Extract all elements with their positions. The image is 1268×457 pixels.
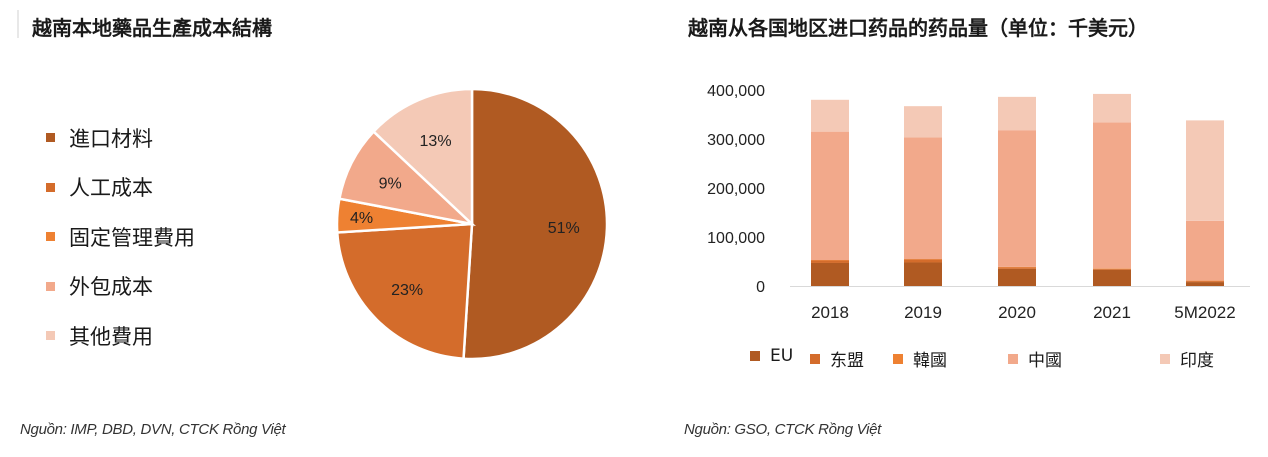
bar-legend-item: 东盟 [810, 346, 864, 371]
bar-legend: EU 东盟 韓國 中國 印度 [640, 346, 1268, 371]
legend-label: 其他費用 [69, 324, 153, 349]
pie-slice-1 [462, 87, 609, 361]
pie-slice-label-5: 13% [420, 133, 452, 150]
x-tick-label: 2018 [811, 303, 849, 322]
legend-swatch [810, 353, 820, 364]
legend-label: 人工成本 [69, 176, 153, 201]
bar-segment-2018-4 [811, 131, 849, 261]
pie-slice-label-2: 23% [391, 282, 423, 299]
bar-legend-item: 韓國 [893, 346, 947, 371]
legend-label: 韓國 [913, 351, 947, 371]
bar-legend-item: 中國 [1008, 346, 1062, 371]
bar-legend-item: EU [750, 346, 793, 366]
legend-label: 东盟 [830, 351, 864, 371]
bar-legend-item: 印度 [1160, 346, 1214, 371]
pie-chart-title: 越南本地藥品生產成本結構 [32, 16, 272, 40]
legend-label: 進口材料 [69, 126, 153, 151]
import-volume-panel: 越南从各国地区进口药品的药品量（单位：千美元） 0 100,000 200,000 3… [640, 0, 1268, 457]
legend-label: 外包成本 [69, 275, 153, 300]
cost-structure-panel: 越南本地藥品生產成本結構 進口材料人工成本固定管理費用 外包成本其他費用 51% 2… [17, 10, 609, 438]
bar-segment-2021-4 [1093, 122, 1131, 269]
pie-legend-item: 外包成本 [46, 262, 195, 312]
pie-slice-5 [371, 87, 474, 227]
bar-segment-2018-1 [811, 262, 849, 286]
legend-label: EU [770, 346, 794, 366]
legend-swatch [46, 331, 55, 341]
legend-label: 中國 [1028, 351, 1062, 371]
bar-segment-2020-5 [998, 96, 1036, 131]
y-tick-label: 200,000 [707, 181, 765, 198]
legend-swatch [1008, 353, 1018, 364]
pie-slice-2 [335, 222, 474, 361]
pie-chart: 51% 23% 4% 9% 13% [335, 87, 609, 361]
bar-segment-2021-1 [1093, 269, 1131, 286]
bar-segment-2021-2 [1093, 268, 1131, 270]
pie-legend-item: 進口材料 [46, 113, 195, 163]
x-tick-label: 2019 [904, 303, 942, 322]
legend-swatch [893, 353, 903, 364]
bar-segment-2019-4 [904, 137, 942, 260]
legend-label: 印度 [1180, 351, 1214, 371]
bar-segment-2019-5 [904, 106, 942, 138]
bar-segment-2018-5 [811, 99, 849, 132]
pie-slice-label-3: 4% [350, 210, 373, 227]
bar-segment-2021-5 [1093, 93, 1131, 123]
y-tick-label: 300,000 [707, 132, 765, 149]
bar-segment-2019-1 [904, 262, 942, 286]
pie-slice-label-4: 9% [379, 175, 402, 192]
x-tick-label: 2021 [1093, 303, 1131, 322]
title-marker [17, 10, 19, 38]
bar-segment-5M2022-2 [1186, 281, 1224, 283]
bar-segment-5M2022-1 [1186, 282, 1224, 286]
bar-chart-title: 越南从各国地区进口药品的药品量（单位：千美元） [688, 16, 1148, 40]
x-tick-label: 2020 [998, 303, 1036, 322]
bar-segment-2019-2 [904, 259, 942, 263]
legend-swatch [1160, 353, 1170, 364]
y-tick-label: 400,000 [707, 83, 765, 100]
y-tick-label: 0 [756, 279, 765, 296]
y-tick-label: 100,000 [707, 230, 765, 247]
legend-swatch [46, 182, 55, 192]
bar-segment-2018-2 [811, 260, 849, 263]
pie-legend: 進口材料人工成本固定管理費用 外包成本其他費用 [46, 113, 195, 361]
legend-swatch [750, 351, 760, 361]
pie-slice-label-1: 51% [548, 220, 580, 237]
x-tick-label: 5M2022 [1174, 303, 1235, 322]
bar-segment-5M2022-4 [1186, 220, 1224, 281]
bar-segment-2020-4 [998, 130, 1036, 267]
pie-legend-item: 人工成本 [46, 163, 195, 213]
bar-segment-2020-2 [998, 267, 1036, 269]
bar-source-note: Nguồn: GSO, CTCK Rồng Việt [684, 421, 882, 438]
pie-source-note: Nguồn: IMP, DBD, DVN, CTCK Rồng Việt [20, 421, 286, 438]
legend-label: 固定管理費用 [69, 225, 195, 250]
legend-swatch [46, 232, 55, 242]
stacked-bar-chart: 0 100,000 200,000 300,000 400,000 2018 2019 202… [707, 83, 1250, 322]
pie-legend-item: 固定管理費用 [46, 212, 195, 262]
legend-swatch [46, 281, 55, 291]
bar-segment-2020-1 [998, 268, 1036, 286]
pie-legend-item: 其他費用 [46, 311, 195, 361]
legend-swatch [46, 133, 55, 143]
bar-segment-5M2022-5 [1186, 120, 1224, 221]
